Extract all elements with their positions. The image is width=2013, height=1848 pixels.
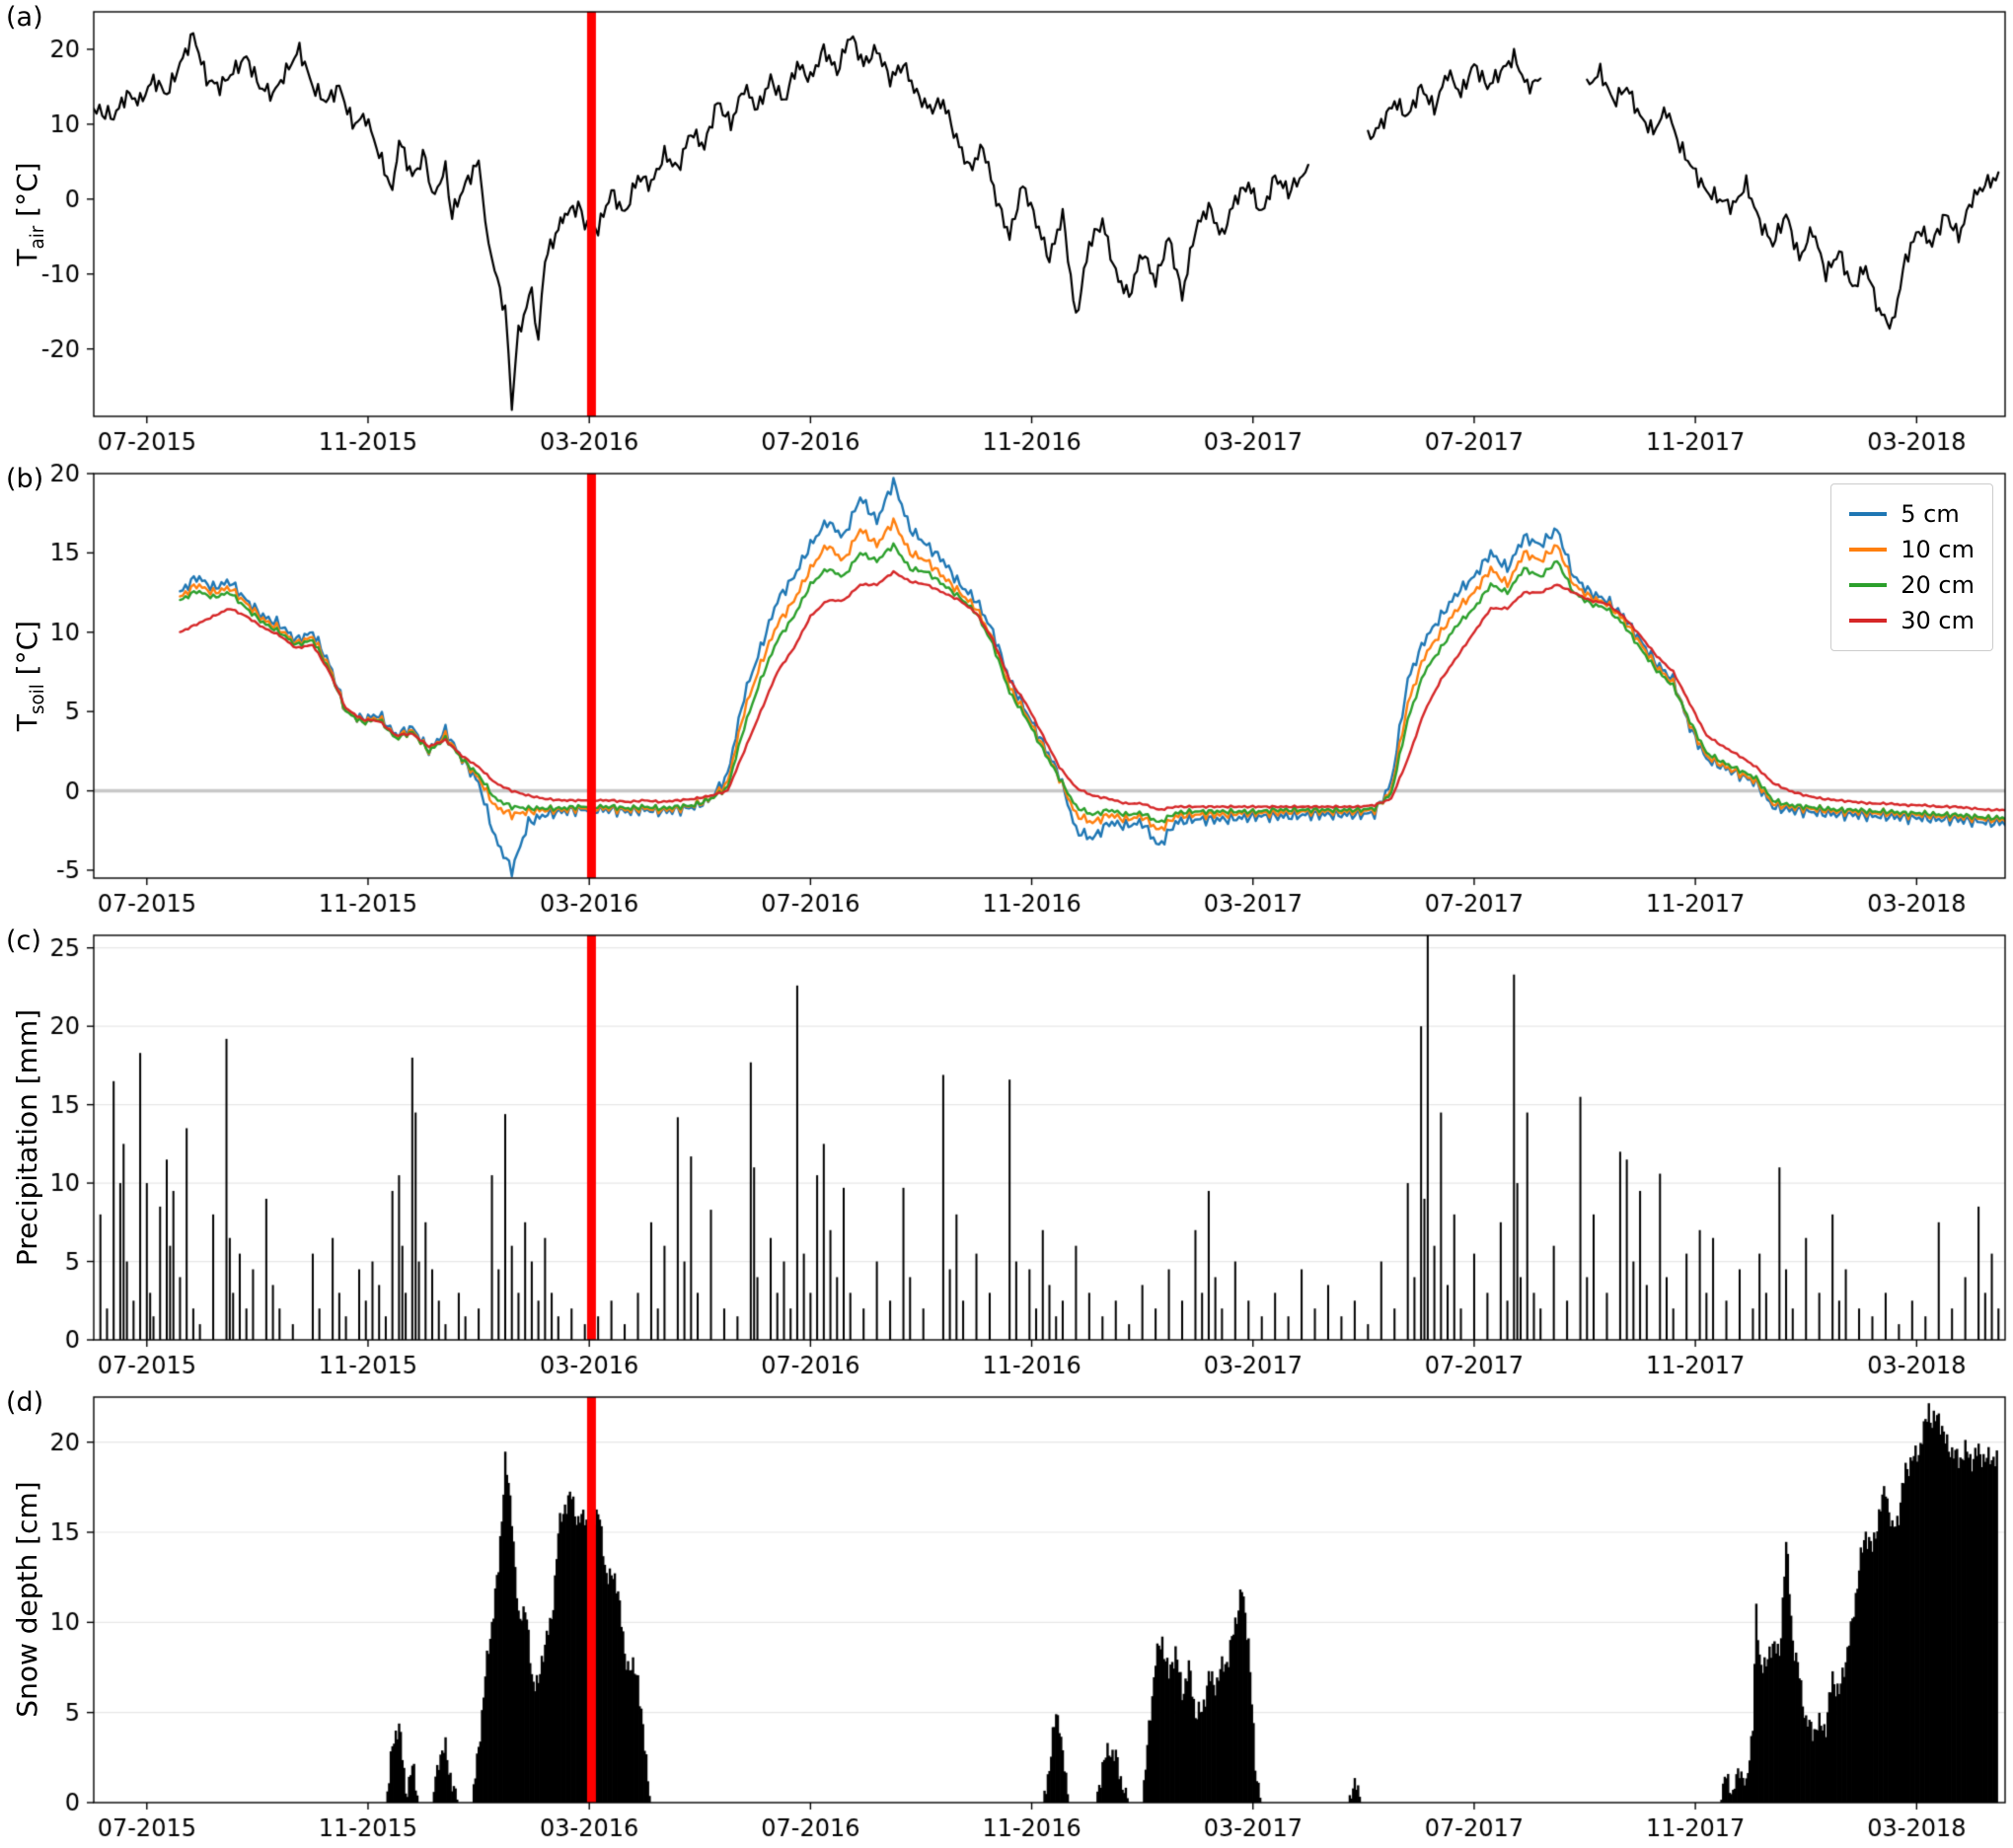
panel-a-tag: (a) [6, 2, 43, 33]
legend-label: 20 cm [1901, 571, 1975, 599]
legend-label: 5 cm [1901, 500, 1960, 528]
panel-a-y-title-suffix: [°C] [11, 162, 44, 226]
legend-label: 30 cm [1901, 607, 1975, 634]
legend-line-swatch [1849, 619, 1888, 623]
panel-b-y-axis-title: Tsoil [°C] [11, 621, 48, 731]
panel-d-y-title-prefix: Snow depth [cm] [11, 1481, 44, 1718]
panel-a-plot [0, 0, 2013, 462]
legend-line-swatch [1849, 583, 1888, 587]
legend-line-swatch [1849, 548, 1888, 552]
panel-b: (b) Tsoil [°C] 5 cm 10 cm 20 cm 30 cm [0, 462, 2013, 924]
panel-a-y-title-prefix: T [11, 249, 44, 266]
panel-d-y-axis-title: Snow depth [cm] [11, 1481, 48, 1717]
soil-depth-legend: 5 cm 10 cm 20 cm 30 cm [1830, 483, 1993, 651]
panel-d-plot [0, 1385, 2013, 1848]
panel-c-y-title-prefix: Precipitation [mm] [11, 1008, 44, 1267]
panel-a-y-axis-title: Tair [°C] [11, 162, 48, 265]
legend-item: 10 cm [1849, 536, 1975, 563]
legend-item: 20 cm [1849, 571, 1975, 599]
panel-c-plot [0, 924, 2013, 1385]
panel-b-y-title-sub: soil [27, 684, 48, 714]
panel-c-tag: (c) [6, 925, 41, 956]
panel-b-tag: (b) [6, 464, 44, 494]
panel-a-y-title-sub: air [27, 225, 48, 250]
panel-d: (d) Snow depth [cm] [0, 1385, 2013, 1848]
legend-item: 5 cm [1849, 500, 1975, 528]
panel-c: (c) Precipitation [mm] [0, 924, 2013, 1385]
panel-b-plot [0, 462, 2013, 924]
panel-b-y-title-suffix: [°C] [11, 620, 44, 685]
panel-d-tag: (d) [6, 1387, 44, 1418]
panel-c-y-axis-title: Precipitation [mm] [11, 1009, 48, 1266]
panel-a: (a) Tair [°C] [0, 0, 2013, 462]
legend-line-swatch [1849, 512, 1888, 516]
legend-item: 30 cm [1849, 607, 1975, 634]
panel-b-y-title-prefix: T [11, 713, 44, 732]
legend-label: 10 cm [1901, 536, 1975, 563]
